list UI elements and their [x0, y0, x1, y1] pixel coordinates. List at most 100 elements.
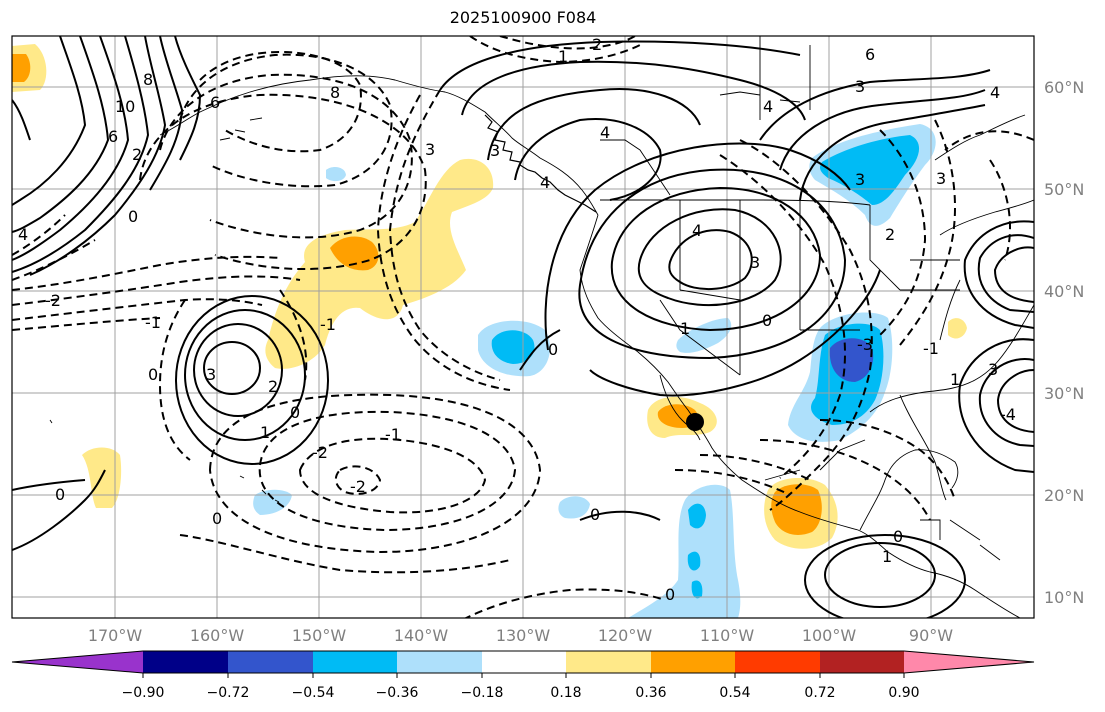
contour-labels: 8 10 6 2 0 4 6 8 3 2 1 4 4 3 6 4 4 3 3 3… — [18, 35, 1016, 604]
contour-label: 0 — [290, 403, 300, 422]
colorbar-tick-label: 0.54 — [719, 685, 750, 701]
lon-label: 120°W — [598, 626, 653, 645]
colorbar-segment-lightblue — [397, 651, 482, 673]
fill-royalblue-texas — [829, 338, 874, 382]
colorbar-tick-label: −0.36 — [376, 685, 419, 701]
colorbar-segment-white — [482, 651, 566, 673]
contour-label: 3 — [425, 140, 435, 159]
contour-low-4 — [175, 295, 329, 465]
contour-label: 1 — [558, 47, 568, 66]
contour-label: 8 — [330, 83, 340, 102]
contour-label: 0 — [548, 340, 558, 359]
contour-label: 0 — [55, 485, 65, 504]
graticule — [12, 36, 1034, 618]
colorbar-tick-label: 0.18 — [550, 685, 581, 701]
map-frame — [11, 35, 1035, 619]
contour-label: 8 — [143, 70, 153, 89]
contour-label: 4 — [540, 173, 550, 192]
fill-yellow-east — [948, 318, 967, 339]
contour-label: 4 — [18, 225, 28, 244]
contour-label: 6 — [210, 93, 220, 112]
contour-label: 6 — [865, 45, 875, 64]
contour-label: 3 — [988, 360, 998, 379]
contour-label: -1 — [923, 339, 939, 358]
contour-label: -2 — [350, 477, 366, 496]
lon-label: 90°W — [909, 626, 953, 645]
contour-label: 2 — [885, 225, 895, 244]
latitude-labels: 60°N 50°N 40°N 30°N 20°N 10°N — [1044, 78, 1084, 607]
contour-pos-pacific-se-2 — [804, 534, 966, 618]
lon-label: 170°W — [88, 626, 143, 645]
fill-lightblue-small-a — [558, 496, 590, 519]
lat-label: 40°N — [1044, 282, 1084, 301]
contour-label: 3 — [855, 170, 865, 189]
colorbar-segment-cyan — [313, 651, 397, 673]
contour-label: 0 — [128, 207, 138, 226]
lon-label: 100°W — [802, 626, 857, 645]
contours-positive — [12, 36, 1034, 618]
contour-label: 3 — [490, 141, 500, 160]
contour-label: 1 — [950, 370, 960, 389]
fill-lightblue-small-c — [326, 167, 346, 182]
contour-label: 1 — [882, 547, 892, 566]
colorbar-segment-purple — [12, 651, 143, 673]
contour-label: 10 — [115, 97, 135, 116]
contour-label: -3 — [857, 335, 873, 354]
colorbar-tick-label: 0.72 — [804, 685, 835, 701]
colorbar-tick-label: −0.90 — [122, 685, 165, 701]
contour-label: 1 — [680, 319, 690, 338]
fill-cyan-midpacific — [491, 330, 535, 364]
contours-negative — [12, 36, 1034, 618]
contour-pos-pacific-se — [824, 542, 936, 608]
colorbar-tick-label: −0.72 — [207, 685, 250, 701]
colorbar-segment-royalblue — [228, 651, 313, 673]
contour-label: 2 — [592, 35, 602, 54]
contour-label: 1 — [260, 423, 270, 442]
lat-label: 10°N — [1044, 588, 1084, 607]
contour-label: -2 — [45, 291, 61, 310]
lat-label: 50°N — [1044, 180, 1084, 199]
fill-lightblue-mexpacific — [628, 484, 741, 618]
contour-label: 0 — [665, 585, 675, 604]
longitude-labels: 170°W 160°W 150°W 140°W 130°W 120°W 110°… — [88, 626, 953, 645]
lat-label: 30°N — [1044, 384, 1084, 403]
fill-yellow-northpacific — [265, 158, 494, 369]
colorbar-segment-redorange — [735, 651, 820, 673]
colorbar-segment-navy — [143, 651, 228, 673]
contour-label: 3 — [750, 253, 760, 272]
contour-label: -2 — [312, 443, 328, 462]
fill-cyan-mexpacific — [687, 503, 706, 599]
contour-label: 4 — [990, 83, 1000, 102]
colorbar: −0.90 −0.72 −0.54 −0.36 −0.18 0.18 0.36 … — [11, 650, 1035, 701]
colorbar-segment-firebrick — [820, 651, 904, 673]
contour-label: -1 — [385, 425, 401, 444]
map-title: 2025100900 F084 — [449, 8, 597, 27]
contour-label: 2 — [132, 145, 142, 164]
colorbar-segment-orange — [651, 651, 735, 673]
contour-low-2 — [193, 323, 283, 417]
contour-label: 0 — [590, 505, 600, 524]
contour-label: 0 — [212, 509, 222, 528]
colorbar-tick-label: 0.36 — [635, 685, 666, 701]
location-marker — [686, 413, 704, 431]
lon-label: 110°W — [700, 626, 755, 645]
contour-label: 2 — [268, 377, 278, 396]
lon-label: 140°W — [394, 626, 449, 645]
contour-label: 4 — [600, 123, 610, 142]
contour-label: 0 — [762, 311, 772, 330]
contour-label: 3 — [936, 169, 946, 188]
contour-label: -4 — [1000, 405, 1016, 424]
contour-label: 6 — [108, 127, 118, 146]
contour-label: -1 — [320, 315, 336, 334]
contour-label: 0 — [893, 527, 903, 546]
contour-label: -1 — [145, 313, 161, 332]
lon-label: 160°W — [190, 626, 245, 645]
fill-orange-topleft — [12, 54, 31, 82]
colorbar-segment-yellow — [566, 651, 651, 673]
contour-label: 4 — [692, 221, 702, 240]
fill-cyan-canada — [820, 135, 920, 205]
colorbar-tick-label: 0.90 — [888, 685, 919, 701]
lon-label: 130°W — [496, 626, 551, 645]
contour-label: 0 — [148, 365, 158, 384]
